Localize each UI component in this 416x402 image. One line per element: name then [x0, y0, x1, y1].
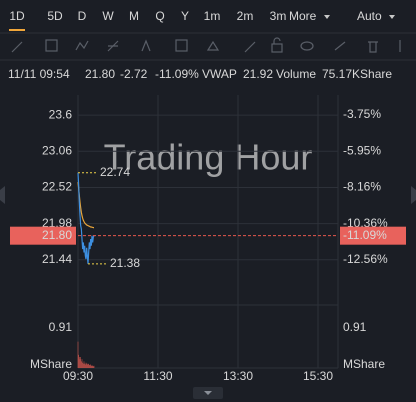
volume-bar — [82, 362, 83, 368]
volume-unit: MShare — [30, 357, 72, 371]
volume-bar — [91, 365, 93, 368]
volume-bar — [78, 354, 79, 368]
range-button[interactable]: 5D — [47, 9, 63, 23]
x-tick-label: 13:30 — [223, 369, 253, 383]
volume-tick-label: 0.91 — [343, 320, 367, 334]
selected-underline — [9, 29, 25, 31]
volume-bar — [85, 364, 86, 368]
volume-bar — [84, 363, 85, 368]
more-caret — [324, 15, 330, 19]
volume-bar — [89, 364, 90, 368]
y2-tick-label: -3.75% — [343, 107, 381, 121]
volume-unit: MShare — [343, 357, 385, 371]
volume-tick-label: 0.91 — [49, 320, 73, 334]
y2-tick-label: -12.56% — [343, 252, 388, 266]
volume-bar — [93, 366, 94, 368]
x-tick-label: 09:30 — [63, 369, 93, 383]
volume-bar — [77, 341, 79, 368]
y-tick-label: 21.44 — [42, 252, 72, 266]
y2-tick-label: -10.36% — [343, 216, 388, 230]
more-button[interactable]: More — [289, 9, 317, 23]
series-line — [77, 172, 95, 264]
volume-bar — [92, 365, 93, 368]
volume-bar — [89, 365, 91, 368]
x-tick-label: 15:30 — [303, 369, 333, 383]
range-button[interactable]: Q — [155, 9, 164, 23]
quote-volume-label: Volume — [276, 67, 316, 81]
y2-tick-label: -5.95% — [343, 143, 381, 157]
range-button[interactable]: D — [78, 9, 87, 23]
quote-price: 21.80 — [85, 67, 115, 81]
volume-bar — [80, 357, 81, 368]
range-button[interactable]: 3m — [270, 9, 287, 23]
last-price-box — [10, 226, 76, 245]
volume-bar — [87, 364, 88, 368]
volume-bar — [86, 363, 87, 368]
range-button[interactable]: Y — [181, 9, 189, 23]
range-button[interactable]: W — [102, 9, 114, 23]
watermark: Trading Hour — [104, 137, 313, 178]
volume-bar — [83, 363, 84, 368]
volume-bar — [88, 364, 89, 368]
volume-bar — [85, 362, 87, 368]
low-label: 21.38 — [110, 256, 140, 270]
range-button[interactable]: M — [129, 9, 139, 23]
quote-time: 11/11 09:54 — [8, 67, 70, 81]
range-button[interactable]: 1m — [204, 9, 221, 23]
bottom-tab-arrow — [204, 391, 212, 395]
y-tick-label: 23.06 — [42, 143, 72, 157]
volume-bar — [83, 361, 85, 368]
volume-bar — [79, 357, 80, 368]
quote-vwap: 21.92 — [243, 67, 273, 81]
quote-change-pct: -11.09% — [155, 67, 199, 81]
volume-bar — [79, 359, 81, 368]
y-tick-label: 22.52 — [42, 180, 72, 194]
left-tab[interactable] — [0, 186, 5, 204]
volume-bar — [87, 363, 89, 368]
volume-bar — [93, 365, 95, 368]
right-tab[interactable] — [411, 186, 416, 204]
series-line — [77, 182, 94, 229]
range-button[interactable]: 2m — [237, 9, 254, 23]
x-tick-label: 11:30 — [143, 369, 172, 383]
volume-bar — [90, 364, 91, 368]
quote-change: -2.72 — [120, 67, 148, 81]
y-tick-label: 23.6 — [49, 107, 73, 121]
quote-vwap-label: VWAP — [202, 67, 237, 81]
last-price-label: 21.80 — [42, 228, 72, 242]
y2-tick-label: -8.16% — [343, 180, 381, 194]
y-tick-label: 21.98 — [42, 216, 72, 230]
drawing-tools[interactable] — [11, 37, 401, 53]
range-button[interactable]: 1D — [9, 9, 25, 23]
volume-bar — [91, 365, 92, 368]
high-label: 22.74 — [100, 165, 130, 179]
auto-button[interactable]: Auto — [357, 9, 382, 23]
volume-bar — [81, 359, 83, 368]
last-pct-label: -11.09% — [343, 228, 387, 242]
last-pct-box — [340, 226, 406, 245]
volume-bar — [81, 361, 82, 368]
auto-caret — [389, 15, 395, 19]
quote-volume: 75.17KShare — [322, 67, 392, 81]
